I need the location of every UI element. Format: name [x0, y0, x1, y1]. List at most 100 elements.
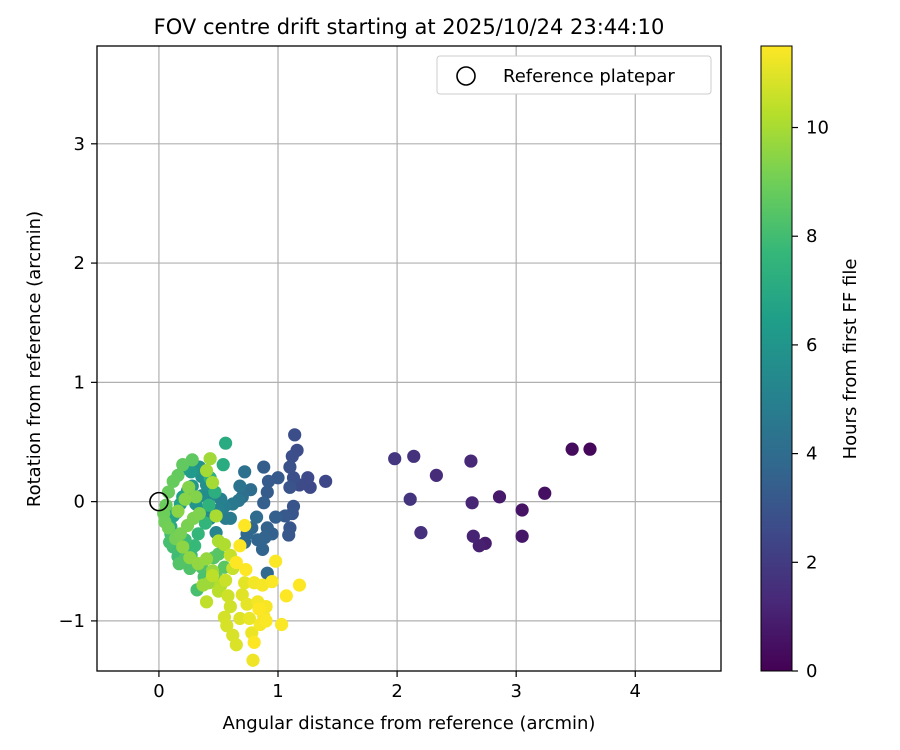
- data-point: [257, 460, 271, 474]
- data-point: [205, 475, 220, 490]
- data-point: [583, 442, 597, 456]
- data-point: [203, 452, 217, 466]
- y-tick-label: 1: [74, 372, 85, 393]
- colorbar-tick-label: 6: [806, 335, 817, 356]
- data-point: [283, 460, 297, 474]
- data-point: [515, 529, 529, 543]
- y-tick-label: 2: [74, 253, 85, 274]
- data-point: [199, 464, 214, 478]
- data-point: [223, 599, 237, 614]
- data-point: [261, 474, 276, 488]
- data-point: [178, 492, 192, 506]
- data-point: [199, 552, 214, 566]
- data-point: [191, 527, 205, 541]
- data-point: [465, 496, 479, 510]
- colorbar-gradient: [760, 45, 793, 672]
- y-axis-ticks: −1 0 1 2 3: [58, 134, 97, 632]
- colorbar: 0 2 4 6 8 10 Hours from first FF file: [760, 45, 861, 682]
- y-tick-label: 3: [74, 134, 85, 155]
- colorbar-tick-label: 10: [806, 118, 829, 139]
- data-point: [257, 496, 271, 510]
- data-point: [429, 468, 443, 482]
- data-point: [171, 504, 185, 518]
- grid: [97, 46, 721, 671]
- data-point: [292, 578, 307, 592]
- data-point: [238, 518, 252, 533]
- data-point: [265, 574, 279, 589]
- data-point: [466, 529, 480, 543]
- data-point: [492, 490, 507, 504]
- x-axis-label: Angular distance from reference (arcmin): [223, 713, 596, 734]
- data-point: [247, 635, 261, 649]
- data-point: [251, 533, 265, 547]
- data-point: [161, 521, 176, 535]
- data-point: [219, 573, 233, 587]
- legend-box: [436, 55, 712, 95]
- data-point: [189, 490, 203, 504]
- plot-frame: [96, 45, 722, 672]
- colorbar-ticks: 0 2 4 6 8 10: [792, 118, 829, 682]
- data-point: [538, 486, 552, 500]
- colorbar-tick-label: 4: [806, 444, 817, 465]
- data-point: [233, 539, 247, 553]
- data-point: [249, 510, 264, 524]
- data-point: [388, 452, 402, 466]
- data-point: [219, 436, 233, 450]
- legend-marker: [456, 66, 476, 86]
- data-point: [279, 589, 293, 603]
- data-point: [282, 528, 296, 542]
- data-point: [269, 510, 283, 524]
- data-point: [199, 595, 214, 609]
- data-point: [238, 576, 252, 590]
- data-point: [238, 465, 252, 479]
- data-point: [414, 526, 428, 540]
- data-point: [239, 563, 253, 577]
- colorbar-label: Hours from first FF file: [840, 259, 861, 460]
- legend: Reference platepar: [436, 55, 712, 95]
- colorbar-tick-label: 2: [806, 552, 817, 573]
- data-point: [407, 449, 421, 463]
- data-point: [233, 611, 247, 626]
- y-tick-label: −1: [58, 611, 85, 632]
- data-point: [260, 485, 274, 499]
- x-tick-label: 1: [272, 681, 283, 702]
- data-point: [221, 589, 235, 603]
- data-point: [192, 506, 207, 521]
- data-point: [472, 539, 486, 553]
- data-point: [176, 540, 190, 554]
- data-point: [202, 498, 216, 512]
- x-tick-label: 4: [630, 681, 641, 702]
- y-tick-label: 0: [74, 492, 85, 513]
- x-axis-ticks: 0 1 2 3 4: [153, 671, 641, 702]
- data-point: [246, 653, 260, 667]
- data-point: [217, 537, 232, 552]
- data-point: [205, 568, 220, 583]
- data-point: [464, 454, 478, 468]
- colorbar-tick-label: 0: [806, 661, 817, 682]
- data-point: [220, 619, 234, 633]
- data-point: [269, 554, 283, 568]
- y-axis-label: Rotation from reference (arcmin): [24, 211, 45, 507]
- legend-label: Reference platepar: [503, 66, 675, 87]
- data-point: [229, 555, 243, 570]
- chart-title: FOV centre drift starting at 2025/10/24 …: [154, 15, 665, 39]
- data-point: [515, 503, 529, 517]
- data-point: [285, 449, 299, 463]
- data-point: [166, 474, 180, 488]
- data-point: [161, 485, 176, 499]
- data-point: [252, 602, 266, 616]
- data-points: [157, 428, 597, 667]
- data-point: [274, 617, 289, 632]
- data-point: [288, 428, 302, 442]
- data-point: [242, 611, 257, 626]
- data-point: [216, 458, 230, 472]
- data-point: [209, 509, 223, 523]
- data-point: [176, 458, 190, 472]
- data-point: [172, 557, 186, 571]
- data-point: [565, 442, 579, 456]
- data-point: [240, 597, 254, 611]
- x-tick-label: 2: [391, 681, 402, 702]
- x-tick-label: 3: [510, 681, 521, 702]
- x-tick-label: 0: [153, 681, 164, 702]
